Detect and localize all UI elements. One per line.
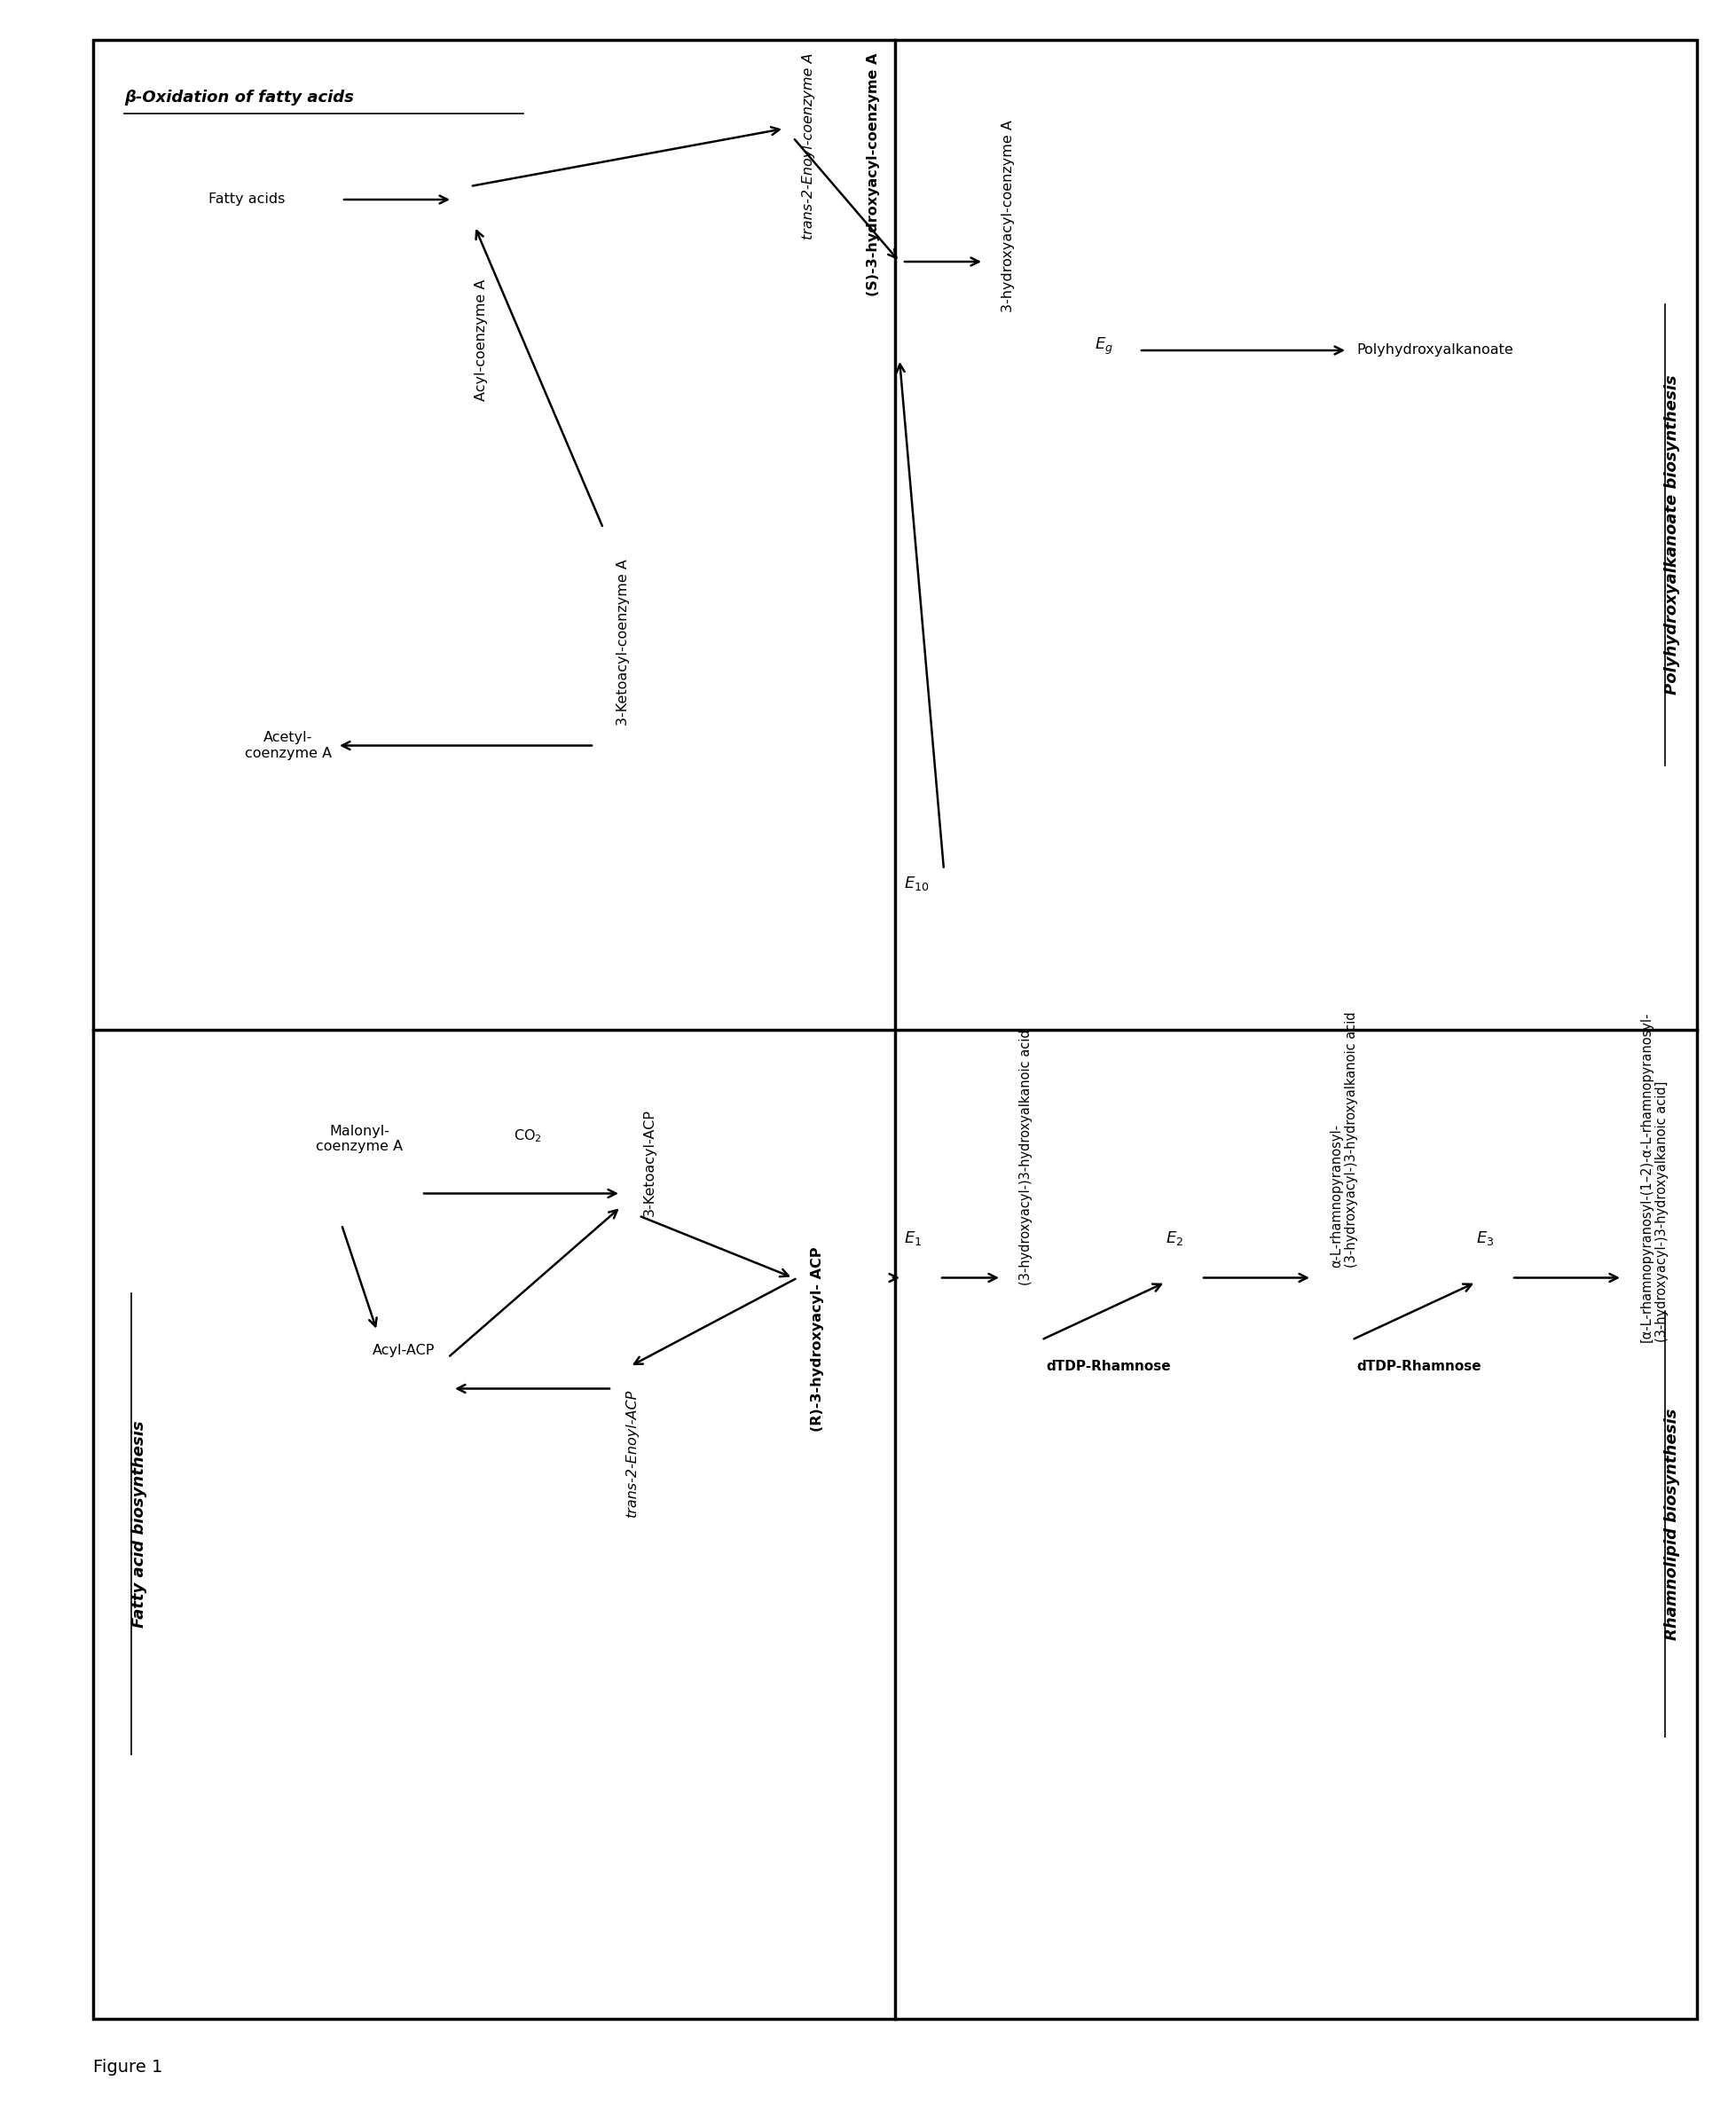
Text: (S)-3-hydroxyacyl-coenzyme A: (S)-3-hydroxyacyl-coenzyme A: [866, 53, 880, 296]
Text: 3-Ketoacyl-coenzyme A: 3-Ketoacyl-coenzyme A: [616, 560, 630, 727]
Text: $E_2$: $E_2$: [1165, 1229, 1182, 1246]
Text: α-L-rhamnopyranosyl-
(3-hydroxyacyl-)3-hydroxyalkanoic acid: α-L-rhamnopyranosyl- (3-hydroxyacyl-)3-h…: [1330, 1012, 1358, 1267]
Text: Acyl-coenzyme A: Acyl-coenzyme A: [474, 279, 488, 401]
Text: Acetyl-
coenzyme A: Acetyl- coenzyme A: [245, 731, 332, 760]
Text: (R)-3-hydroxyacyl- ACP: (R)-3-hydroxyacyl- ACP: [811, 1246, 823, 1432]
Text: Polyhydroxyalkanoate biosynthesis: Polyhydroxyalkanoate biosynthesis: [1663, 374, 1679, 695]
Text: Acyl-ACP: Acyl-ACP: [372, 1343, 434, 1358]
Text: Malonyl-
coenzyme A: Malonyl- coenzyme A: [316, 1126, 403, 1153]
Text: $E_{10}$: $E_{10}$: [903, 874, 929, 891]
Text: 3-Ketoacyl-ACP: 3-Ketoacyl-ACP: [642, 1109, 656, 1217]
Text: $E_1$: $E_1$: [903, 1229, 922, 1246]
Text: trans-2-Enoyl-ACP: trans-2-Enoyl-ACP: [625, 1388, 639, 1516]
Text: [α-L-rhamnopyranosyl-(1–2)-α-L-rhamnopyranosyl-
(3-hydroxyacyl-)3-hydroxyalkanoi: [α-L-rhamnopyranosyl-(1–2)-α-L-rhamnopyr…: [1639, 1012, 1668, 1341]
Text: CO$_2$: CO$_2$: [514, 1128, 542, 1145]
Text: Fatty acids: Fatty acids: [208, 192, 285, 207]
Text: dTDP-Rhamnose: dTDP-Rhamnose: [1045, 1360, 1170, 1373]
Text: $E_g$: $E_g$: [1094, 336, 1113, 357]
Text: Rhamnolipid biosynthesis: Rhamnolipid biosynthesis: [1663, 1409, 1679, 1641]
Text: Figure 1: Figure 1: [94, 2059, 163, 2076]
Text: (3-hydroxyacyl-)3-hydroxyalkanoic acid: (3-hydroxyacyl-)3-hydroxyalkanoic acid: [1019, 1029, 1031, 1286]
Text: dTDP-Rhamnose: dTDP-Rhamnose: [1356, 1360, 1481, 1373]
Text: β-Oxidation of fatty acids: β-Oxidation of fatty acids: [125, 89, 354, 106]
Text: trans-2-Enoyl-coenzyme A: trans-2-Enoyl-coenzyme A: [802, 53, 814, 241]
Text: $E_3$: $E_3$: [1476, 1229, 1493, 1246]
Text: Polyhydroxyalkanoate: Polyhydroxyalkanoate: [1356, 344, 1512, 357]
Text: 3-hydroxyacyl-coenzyme A: 3-hydroxyacyl-coenzyme A: [1002, 120, 1014, 313]
Text: Fatty acid biosynthesis: Fatty acid biosynthesis: [132, 1421, 148, 1628]
